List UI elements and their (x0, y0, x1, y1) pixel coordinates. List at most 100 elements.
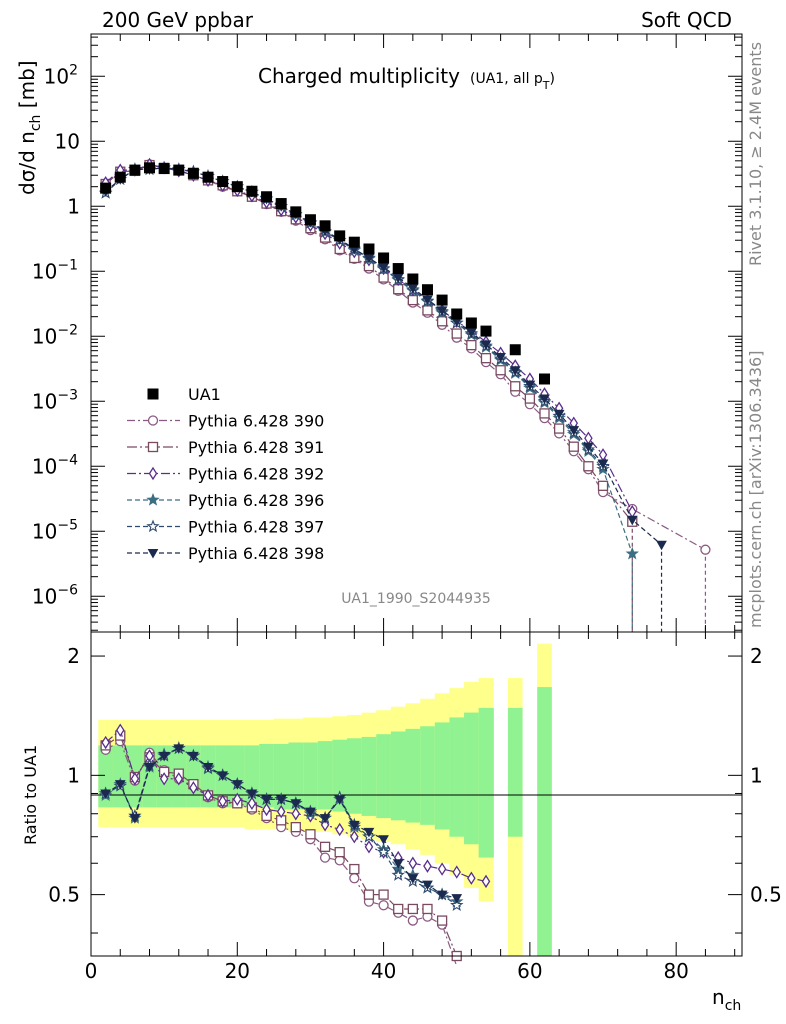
ratio-tick-label: 2 (67, 644, 80, 668)
legend-entry: Pythia 6.428 398 (127, 544, 324, 563)
ua1-point (421, 284, 433, 296)
ratio-point (437, 862, 447, 876)
series-point (436, 306, 448, 316)
legend-marker (146, 492, 160, 506)
plot-title: Charged multiplicity (258, 64, 460, 88)
ratio-point (407, 874, 419, 884)
ratio-point (100, 789, 111, 799)
series-point (378, 263, 389, 273)
green-band-bin (478, 707, 494, 858)
green-band-bin (347, 738, 363, 814)
ratio-point (436, 915, 448, 926)
main-axis-ticks: 10−6 10−5 10−4 10−3 10−2 10−1 1 10 102 (32, 36, 742, 631)
series-point (495, 365, 506, 376)
ratio-pythia-6-428-398 (100, 744, 463, 904)
ratio-point (335, 822, 344, 837)
series-point (700, 544, 711, 555)
green-band-bin (537, 687, 552, 956)
y-axis-label-main: dσ/d nch [mb] (15, 60, 44, 195)
series-point (626, 515, 638, 526)
ratio-point (262, 802, 271, 817)
ratio-point (393, 903, 404, 915)
ratio-point (481, 874, 491, 889)
ratio-point (233, 792, 242, 807)
series-line (105, 167, 662, 546)
y-tick-label: 10−5 (32, 517, 78, 543)
ratio-tick-label: 1 (67, 763, 80, 787)
ua1-point (378, 252, 390, 264)
ratio-point (423, 859, 432, 873)
ratio-point (247, 796, 257, 811)
ratio-point (408, 856, 418, 870)
legend-marker (147, 415, 159, 426)
y-tick-label: 10−4 (32, 452, 78, 478)
ua1-point (509, 344, 521, 356)
ua1-point (144, 162, 156, 174)
green-band-bin (303, 742, 319, 810)
legend-marker (146, 519, 160, 533)
series-point (422, 295, 433, 305)
green-band-bin (507, 707, 523, 837)
main-panel: 10−6 10−5 10−4 10−3 10−2 10−1 1 10 102 Charged m… (32, 33, 743, 633)
green-band-bin (288, 742, 304, 810)
series-point (584, 431, 593, 445)
y-tick-label: 10−2 (32, 322, 78, 348)
series-point (553, 423, 565, 434)
ua1-point (173, 164, 185, 176)
series-pythia-6-428-397 (98, 160, 610, 472)
ratio-point (305, 829, 316, 840)
ratio-tick-label-right: 1 (750, 763, 763, 787)
ratio-tick-label: 0.5 (48, 883, 80, 907)
series-point (583, 442, 594, 453)
ratio-point (451, 894, 463, 904)
ratio-point (363, 889, 375, 900)
y-tick-label: 10−1 (32, 257, 78, 283)
y-tick-label: 102 (44, 62, 78, 88)
legend-entry: UA1 (147, 385, 221, 404)
ratio-point (291, 807, 301, 821)
ratio-point (173, 744, 185, 754)
x-tick-label: 40 (371, 959, 396, 983)
series-point (466, 328, 477, 338)
ratio-point (203, 788, 213, 803)
ua1-point (114, 171, 126, 183)
series-point (539, 394, 550, 405)
ratio-point (290, 799, 302, 809)
ratio-point (348, 820, 360, 831)
ratio-point (334, 846, 345, 858)
legend-label: Pythia 6.428 398 (188, 544, 324, 563)
series-point (436, 316, 448, 327)
series-line (105, 163, 633, 512)
x-tick-label: 0 (85, 959, 98, 983)
ratio-point (246, 789, 258, 799)
x-axis-label: nch (712, 985, 741, 1014)
green-band-bin (229, 745, 246, 808)
ua1-point (539, 373, 551, 385)
ratio-axis-ticks: 0.5 0.5 1 1 2 2 (48, 644, 782, 934)
legend-label: Pythia 6.428 396 (188, 491, 324, 510)
ratio-point (334, 795, 346, 805)
ratio-point (217, 771, 229, 781)
ua1-point (275, 198, 287, 210)
green-band-bin (405, 728, 421, 823)
series-point (625, 546, 639, 560)
legend-marker (147, 441, 159, 453)
ratio-point (202, 762, 214, 773)
series-point (539, 408, 550, 419)
series-point (568, 441, 579, 452)
x-tick-label: 80 (663, 959, 688, 983)
series-point (466, 339, 477, 351)
energy-label: 200 GeV ppbar (102, 8, 254, 32)
ratio-point (290, 822, 301, 833)
green-band-bin (390, 731, 407, 821)
series-point (509, 366, 521, 376)
ratio-point (407, 915, 418, 926)
legend-label: Pythia 6.428 392 (188, 465, 324, 484)
ratio-uncertainty-bands (98, 643, 552, 956)
green-band-bin (449, 717, 465, 837)
ratio-point (144, 762, 155, 773)
x-tick-label: 20 (225, 959, 250, 983)
y-axis-label-ratio: Ratio to UA1 (21, 745, 40, 845)
ratio-point (276, 804, 286, 819)
ratio-point (452, 865, 462, 879)
